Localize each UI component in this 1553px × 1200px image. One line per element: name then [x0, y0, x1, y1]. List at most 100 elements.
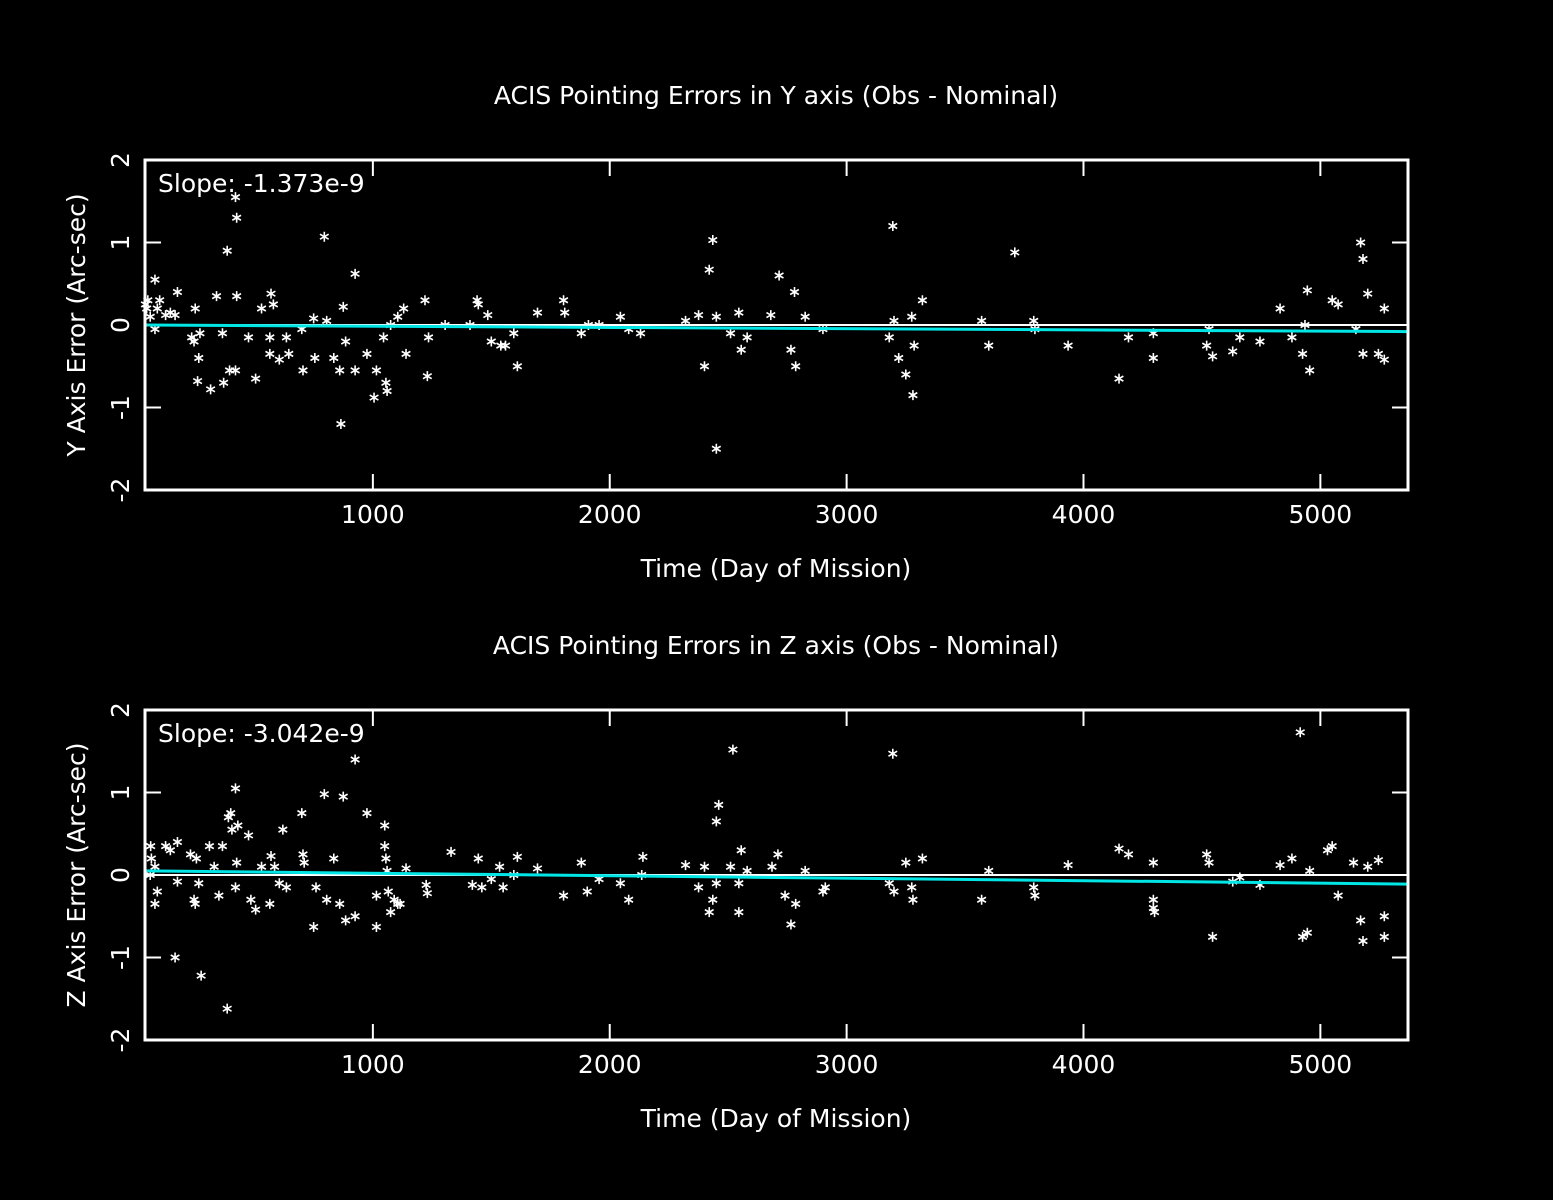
y-tick-label: -1 — [106, 395, 135, 420]
data-point — [284, 348, 294, 359]
data-point — [211, 291, 222, 302]
data-point — [381, 377, 391, 388]
data-point — [362, 808, 372, 819]
data-point — [378, 332, 389, 343]
data-point — [1028, 882, 1039, 893]
data-point — [917, 295, 928, 306]
data-point — [297, 808, 307, 819]
data-point — [231, 857, 242, 868]
data-point — [638, 851, 648, 862]
data-point — [1379, 303, 1390, 314]
data-point — [338, 791, 349, 802]
data-point — [711, 443, 722, 454]
data-point — [509, 328, 519, 339]
slope-annotation: Slope: -1.373e-9 — [158, 169, 365, 198]
x-axis-label: Time (Day of Mission) — [640, 554, 912, 583]
data-point — [1327, 841, 1337, 852]
data-point — [243, 332, 254, 343]
data-point — [1322, 845, 1333, 856]
data-point — [298, 849, 308, 860]
data-point — [230, 192, 241, 203]
data-point — [274, 354, 285, 365]
data-point — [421, 879, 431, 890]
data-point — [893, 353, 904, 363]
fit-line — [144, 323, 1409, 334]
data-point — [532, 863, 543, 874]
data-point — [269, 861, 280, 872]
data-point — [582, 886, 592, 897]
data-point — [693, 882, 704, 893]
data-point — [250, 373, 261, 384]
data-point — [298, 365, 308, 376]
data-point — [381, 853, 391, 864]
data-point — [711, 878, 722, 889]
data-point — [704, 907, 714, 918]
data-point — [1379, 931, 1390, 942]
x-tick-label: 1000 — [341, 500, 405, 529]
data-point — [170, 952, 180, 963]
data-point — [1362, 861, 1373, 872]
data-point — [1302, 285, 1313, 296]
data-point — [1355, 237, 1366, 248]
y-tick-label: -2 — [106, 478, 135, 503]
data-point — [1297, 348, 1308, 359]
data-point — [734, 307, 744, 318]
y-tick-label: -2 — [106, 1028, 135, 1053]
data-point — [222, 245, 232, 256]
data-point — [1235, 332, 1245, 343]
data-point — [576, 857, 587, 868]
data-point — [1287, 332, 1297, 343]
data-point — [1148, 353, 1159, 363]
data-point — [204, 841, 215, 852]
x-tick-label: 4000 — [1052, 1050, 1116, 1079]
data-point — [907, 882, 917, 893]
data-point — [172, 837, 183, 847]
data-point — [1327, 295, 1337, 306]
data-point — [227, 824, 237, 835]
data-point — [160, 841, 171, 852]
data-point — [736, 845, 746, 856]
data-point — [256, 303, 267, 314]
data-point — [1287, 853, 1297, 864]
data-point — [800, 865, 810, 876]
data-point — [154, 295, 165, 306]
slope-annotation: Slope: -3.042e-9 — [158, 719, 365, 748]
data-point — [708, 235, 718, 246]
panel: ACIS Pointing Errors in Z axis (Obs - No… — [62, 631, 1410, 1133]
data-point — [1148, 857, 1159, 868]
data-point — [446, 846, 456, 857]
data-point — [423, 332, 434, 343]
data-point — [1300, 320, 1310, 330]
data-point — [195, 328, 205, 339]
data-point — [693, 310, 704, 321]
data-point — [338, 301, 349, 312]
data-point — [1373, 348, 1384, 359]
data-point — [379, 841, 390, 852]
data-point — [225, 808, 236, 819]
data-point — [496, 340, 506, 351]
data-point — [486, 336, 497, 347]
data-point — [680, 315, 691, 326]
data-point — [191, 853, 202, 864]
data-point — [820, 882, 831, 893]
data-point — [888, 221, 898, 231]
data-point — [268, 299, 279, 310]
data-point — [250, 904, 261, 915]
data-point — [401, 348, 411, 359]
data-point — [901, 369, 911, 380]
data-point — [299, 857, 309, 868]
data-point — [205, 384, 216, 395]
data-point — [615, 878, 626, 889]
data-point — [767, 861, 777, 872]
data-point — [152, 886, 163, 897]
data-point — [559, 307, 570, 318]
data-point — [1333, 299, 1343, 310]
data-point — [371, 890, 382, 901]
data-point — [789, 287, 800, 297]
data-point — [473, 299, 484, 310]
data-point — [233, 820, 243, 831]
data-point — [711, 311, 722, 322]
data-point — [498, 882, 508, 893]
data-point — [266, 288, 276, 299]
data-point — [194, 878, 204, 889]
